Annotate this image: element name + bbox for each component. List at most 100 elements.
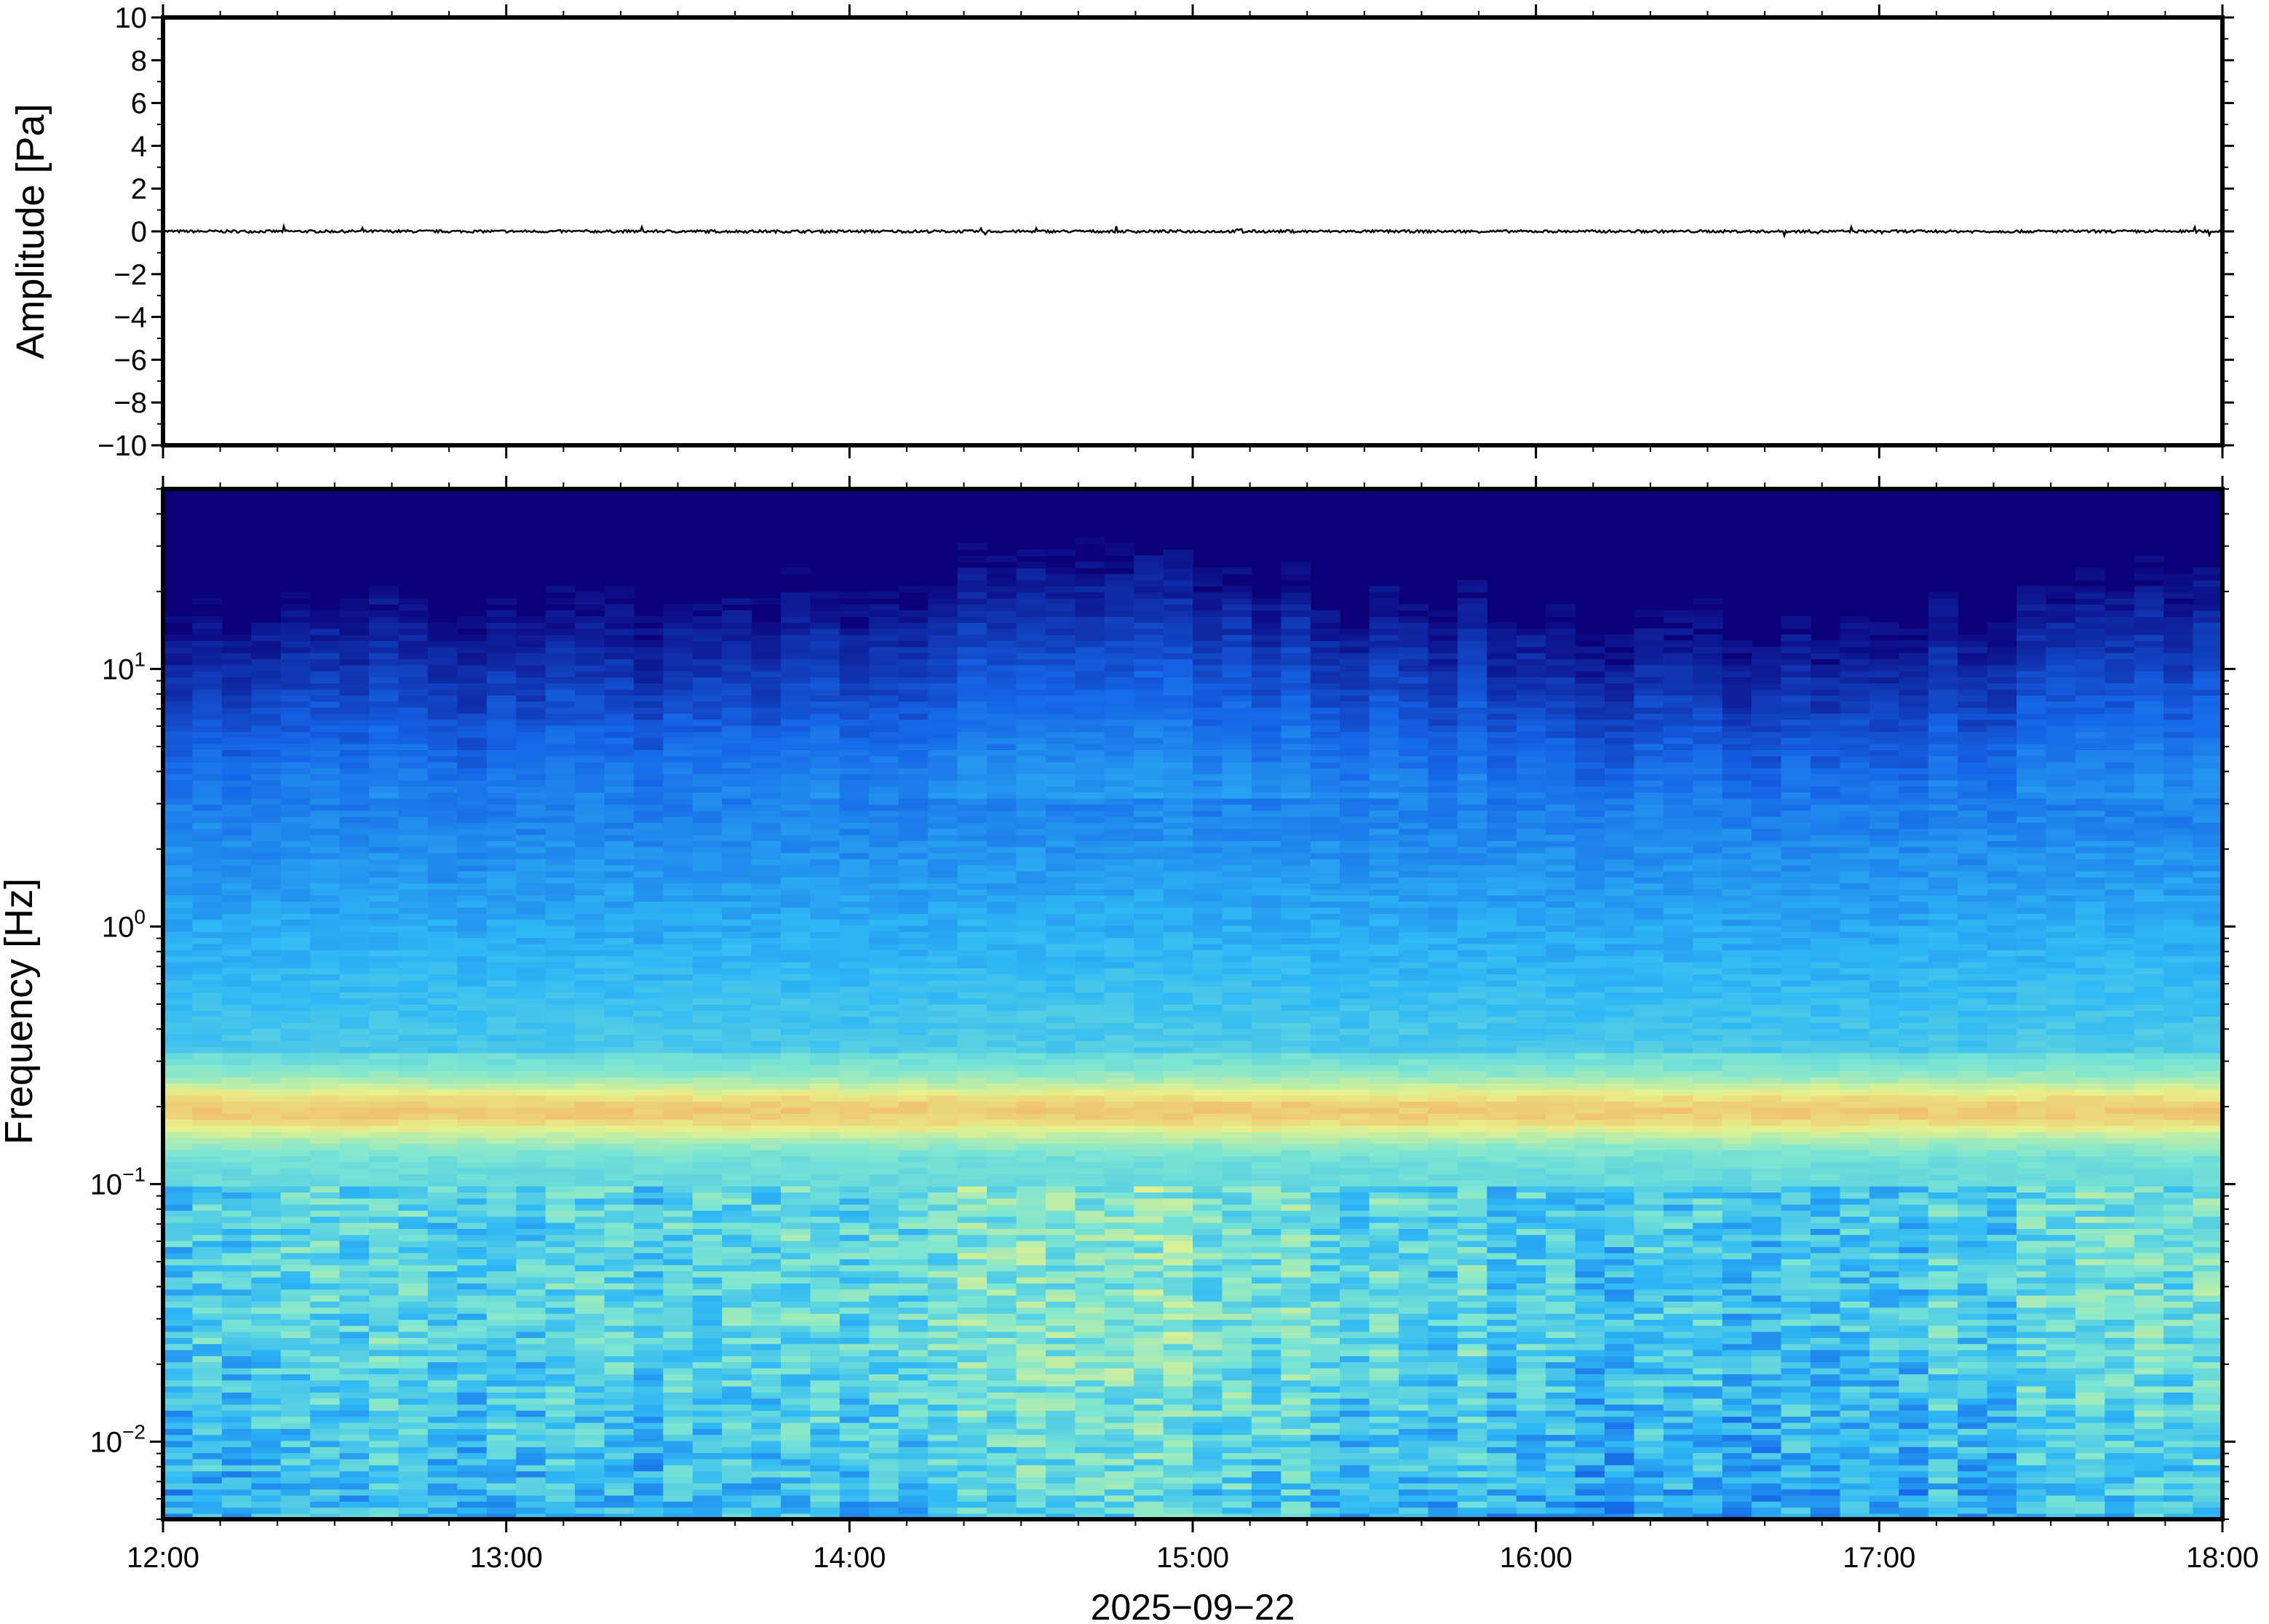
- spectrogram-cell: [604, 1494, 635, 1502]
- spectrogram-cell: [1310, 1276, 1340, 1283]
- spectrogram-cell: [192, 1252, 223, 1259]
- spectrogram-cell: [1752, 1167, 1782, 1175]
- spectrogram-cell: [1340, 1458, 1370, 1465]
- spectrogram-cell: [2193, 1483, 2222, 1490]
- spectrogram-cell: [310, 1416, 341, 1423]
- spectrogram-cell: [2163, 1283, 2194, 1290]
- spectrogram-cell: [1045, 1137, 1076, 1145]
- spectrogram-cell: [2105, 1337, 2135, 1345]
- spectrogram-cell: [1487, 1216, 1517, 1223]
- spectrogram-cell: [1546, 1501, 1576, 1508]
- spectrogram-cell: [163, 1155, 194, 1163]
- spectrogram-cell: [1899, 1343, 1929, 1350]
- spectrogram-cell: [1869, 1265, 1900, 1272]
- spectrogram-cell: [163, 1185, 194, 1193]
- spectrogram-cell: [633, 1416, 664, 1423]
- spectrogram-cell: [1193, 1446, 1223, 1454]
- spectrogram-cell: [1399, 1392, 1429, 1399]
- spectrogram-cell: [1045, 1385, 1076, 1393]
- spectrogram-cell: [1752, 1125, 1782, 1132]
- spectrogram-cell: [692, 1246, 723, 1254]
- spectrogram-cell: [1045, 1507, 1076, 1514]
- spectrogram-cell: [1840, 1416, 1870, 1423]
- spectrogram-cell: [2193, 1179, 2222, 1187]
- spectrogram-cell: [1399, 1483, 1429, 1490]
- spectrogram-cell: [339, 1361, 370, 1369]
- spectrogram-cell: [163, 1246, 194, 1254]
- spectrogram-cell: [486, 1398, 517, 1405]
- spectrogram-cell: [1281, 1161, 1311, 1169]
- spectrogram-cell: [339, 1294, 370, 1302]
- spectrogram-cell: [1516, 1210, 1546, 1217]
- spectrogram-cell: [1399, 1385, 1429, 1393]
- spectrogram-cell: [1457, 1458, 1488, 1465]
- spectrogram-cell: [1428, 1174, 1458, 1181]
- spectrogram-cell: [869, 1319, 899, 1326]
- spectrogram-cell: [1840, 1367, 1870, 1374]
- spectrogram-cell: [1369, 1465, 1399, 1472]
- spectrogram-cell: [163, 1434, 194, 1441]
- spectrogram-cell: [2105, 1507, 2135, 1514]
- spectrogram-cell: [192, 1294, 223, 1302]
- spectrogram-cell: [1075, 1137, 1105, 1145]
- spectrogram-cell: [1428, 1301, 1458, 1308]
- spectrogram-cell: [928, 1385, 958, 1393]
- spectrogram-cell: [604, 1404, 635, 1411]
- spectrogram-cell: [486, 1416, 517, 1423]
- spectrogram-cell: [1958, 1258, 1988, 1265]
- spectrogram-cell: [1605, 1404, 1635, 1411]
- spectrogram-cell: [310, 1289, 341, 1296]
- spectrogram-cell: [1369, 1101, 1399, 1108]
- spectrogram-cell: [1811, 1112, 1841, 1121]
- spectrogram-cell: [221, 1325, 253, 1332]
- spectrogram-cell: [310, 1446, 341, 1454]
- spectrogram-cell: [310, 1125, 341, 1132]
- spectrogram-cell: [2046, 1349, 2076, 1356]
- spectrogram-cell: [1281, 1252, 1311, 1259]
- spectrogram-cell: [369, 1216, 400, 1223]
- spectrogram-cell: [1693, 1374, 1723, 1381]
- spectrogram-cell: [1781, 1416, 1811, 1423]
- spectrogram-cell: [692, 1416, 723, 1423]
- spectrogram-cell: [192, 1440, 223, 1447]
- spectrogram-cell: [722, 1446, 752, 1454]
- spectrogram-cell: [1399, 1367, 1429, 1374]
- spectrogram-cell: [1811, 1210, 1841, 1217]
- spectrogram-cell: [1193, 1501, 1223, 1508]
- spectrogram-cell: [339, 1398, 370, 1405]
- spectrogram-cell: [1987, 1476, 2017, 1484]
- spectrogram-cell: [663, 1367, 694, 1374]
- spectrogram-cell: [2134, 1470, 2164, 1478]
- spectrogram-cell: [1605, 1143, 1635, 1150]
- spectrogram-cell: [369, 1149, 400, 1157]
- spectrogram-cell: [251, 1489, 282, 1496]
- spectrogram-cell: [1399, 1210, 1429, 1217]
- spectrogram-cell: [1016, 1343, 1046, 1350]
- spectrogram-cell: [2105, 1313, 2135, 1320]
- spectrogram-cell: [163, 1119, 194, 1126]
- spectrogram-cell: [1045, 1246, 1076, 1254]
- spectrogram-cell: [221, 1203, 253, 1211]
- spectrogram-cell: [2075, 1258, 2106, 1265]
- spectrogram-cell: [1281, 1313, 1311, 1320]
- spectrogram-cell: [2075, 1185, 2106, 1193]
- spectrogram-cell: [427, 1398, 458, 1405]
- spectrogram-cell: [2016, 1476, 2047, 1484]
- spectrogram-cell: [545, 1307, 576, 1314]
- spectrogram-cell: [1428, 1143, 1458, 1150]
- spectrogram-cell: [310, 1161, 341, 1169]
- spectrogram-cell: [1546, 1246, 1576, 1254]
- spectrogram-cell: [486, 1283, 517, 1290]
- spectrogram-cell: [1075, 1234, 1105, 1241]
- spectrogram-cell: [1987, 1483, 2017, 1490]
- spectrogram-cell: [1457, 1398, 1488, 1405]
- spectrogram-cell: [1752, 1289, 1782, 1296]
- spectrogram-cell: [987, 1210, 1017, 1217]
- spectrogram-cell: [1045, 1337, 1076, 1345]
- spectrogram-cell: [310, 1131, 341, 1139]
- spectrogram-cell: [1899, 1210, 1929, 1217]
- spectrogram-cell: [1752, 1301, 1782, 1308]
- spectrogram-cell: [1663, 1289, 1694, 1296]
- spectrogram-cell: [1546, 1276, 1576, 1283]
- spectrogram-cell: [1546, 1228, 1576, 1235]
